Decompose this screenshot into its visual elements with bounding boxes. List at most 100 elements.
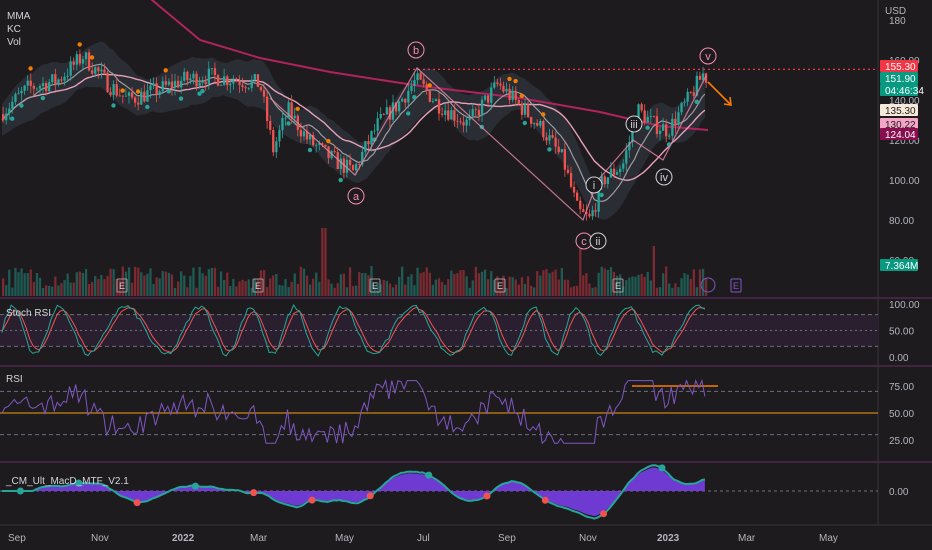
signal-dot	[166, 89, 171, 94]
volume-bar	[66, 273, 69, 296]
volume-bar	[284, 279, 287, 296]
volume-bar	[373, 286, 376, 296]
volume-bar	[130, 282, 134, 296]
candle-body	[585, 212, 588, 214]
stoch-rsi-pane[interactable]	[0, 304, 878, 357]
macd-pane[interactable]	[0, 464, 878, 520]
macd-title[interactable]: _CM_Ult_MacD_MTF_V2.1	[5, 476, 129, 487]
volume-bar	[109, 268, 112, 296]
volume-bar	[266, 286, 269, 296]
candle-body	[477, 109, 481, 116]
main-pane[interactable]	[1, 0, 878, 296]
candle-body	[615, 172, 619, 175]
wave-label: iii	[630, 119, 637, 131]
candle-body	[382, 114, 385, 115]
volume-bar	[164, 271, 167, 296]
volume-bar	[447, 279, 450, 296]
candle-body	[23, 85, 26, 91]
candle-body	[563, 149, 566, 170]
macd-cross-dot	[366, 492, 374, 500]
volume-bar	[579, 234, 582, 296]
candle-body	[619, 168, 622, 173]
indicator-label-mma[interactable]: MMA	[7, 11, 31, 22]
volume-bar	[517, 284, 520, 296]
candle-body	[665, 124, 668, 137]
volume-bar	[554, 269, 557, 296]
volume-bar	[683, 273, 686, 296]
candle-body	[637, 104, 640, 128]
candle-body	[229, 83, 232, 86]
volume-bar	[394, 284, 398, 296]
candle-body	[259, 86, 263, 91]
candle-body	[124, 95, 128, 97]
volume-bar	[137, 267, 140, 296]
candle-body	[155, 83, 158, 95]
candle-body	[115, 84, 118, 96]
price-tick-label: 140.00	[889, 96, 920, 107]
rsi-tick-label: 75.00	[889, 382, 914, 393]
volume-bar	[158, 278, 161, 296]
candle-body	[609, 168, 613, 178]
volume-badge-text: 7.364M	[885, 261, 918, 272]
price-badge: 130.22	[880, 118, 918, 131]
candle-body	[207, 68, 210, 84]
volume-bar	[603, 268, 606, 296]
volume-bar	[91, 281, 94, 296]
volume-bar	[155, 277, 158, 296]
rsi-line	[1, 378, 706, 445]
indicator-label-vol[interactable]: Vol	[7, 37, 21, 48]
volume-bar	[140, 272, 143, 296]
candle-body	[594, 210, 597, 212]
candle-body	[523, 104, 527, 115]
candle-body	[14, 94, 17, 102]
volume-bar	[302, 268, 306, 296]
price-badge-text: 130.22	[885, 120, 916, 131]
candle-body	[256, 74, 260, 87]
volume-bar	[416, 267, 419, 296]
indicator-label-kc[interactable]: KC	[7, 24, 21, 35]
volume-bar	[422, 272, 425, 296]
macd-tick-label: 0.00	[889, 487, 909, 498]
candle-body	[204, 81, 207, 84]
candle-body	[428, 90, 431, 102]
volume-bar	[124, 271, 128, 296]
candle-body	[299, 129, 302, 137]
volume-bar	[437, 278, 441, 296]
volume-bar	[456, 273, 459, 296]
volume-bar	[355, 285, 358, 296]
candle-body	[413, 80, 416, 86]
candle-body	[241, 85, 244, 88]
candle-body	[278, 130, 281, 142]
wave-label-circle	[625, 115, 643, 133]
rsi-pane[interactable]	[0, 378, 878, 445]
wave-label: iv	[660, 172, 668, 184]
candle-body	[17, 93, 20, 95]
rsi-tick-label: 50.00	[889, 409, 914, 420]
candle-body	[370, 131, 373, 145]
stoch-rsi-title[interactable]: Stoch RSI	[6, 308, 51, 319]
volume-bar	[170, 274, 174, 296]
wave-label-circle	[347, 187, 365, 205]
candle-body	[339, 158, 342, 169]
price-badge: 04:46:34	[880, 84, 924, 97]
rsi-title[interactable]: RSI	[6, 374, 23, 385]
candle-body	[695, 75, 698, 96]
volume-bar	[585, 273, 588, 296]
candle-body	[284, 117, 287, 119]
signal-dot	[406, 111, 411, 116]
candle-body	[394, 102, 398, 112]
signal-dot	[547, 147, 552, 152]
volume-bar	[11, 287, 14, 296]
volume-bar	[431, 284, 434, 296]
candle-body	[351, 165, 355, 171]
wave-label-circle	[585, 176, 603, 194]
volume-bar	[201, 273, 204, 296]
volume-bar	[388, 283, 392, 296]
volume-bar	[204, 275, 207, 296]
candle-body	[704, 73, 708, 83]
volume-bar	[615, 275, 619, 296]
earnings-marker: E	[255, 281, 261, 291]
forecast-arrow-line	[707, 81, 731, 105]
candle-body	[312, 134, 315, 146]
